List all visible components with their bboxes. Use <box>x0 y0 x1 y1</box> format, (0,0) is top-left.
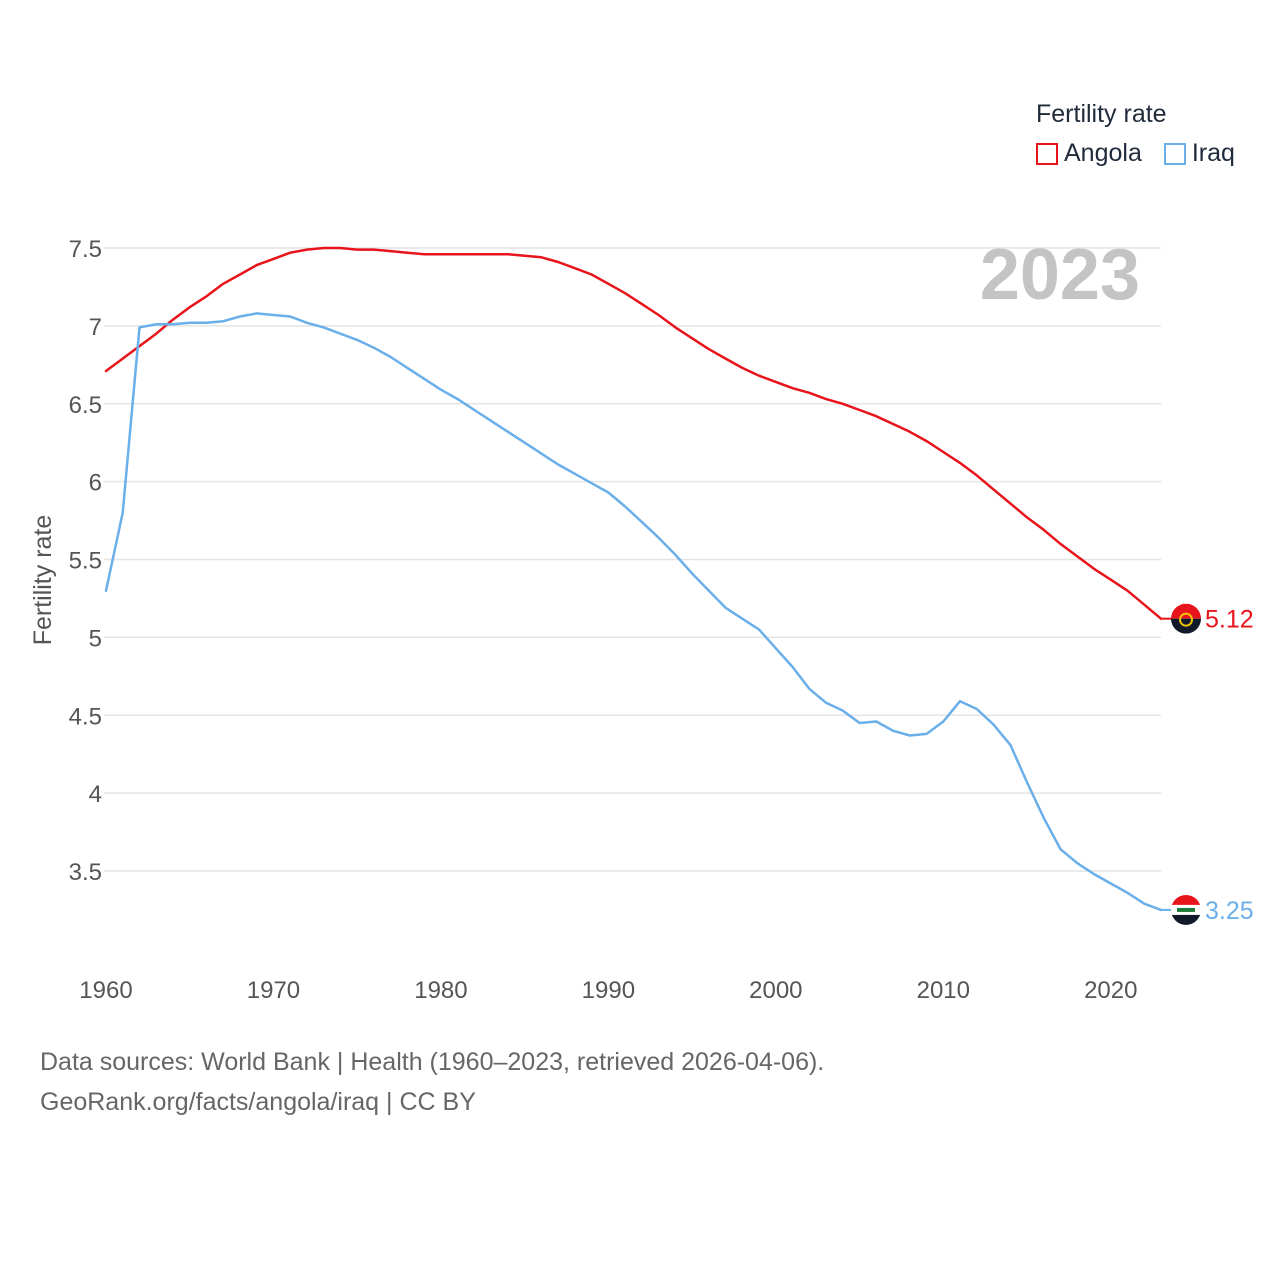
y-tick-label: 4 <box>89 781 102 808</box>
end-value-label-iraq: 3.25 <box>1205 897 1254 925</box>
x-tick-label: 1990 <box>582 977 635 1004</box>
grid-lines <box>104 247 1161 872</box>
legend-swatch-iraq <box>1163 142 1186 165</box>
source-text: Data sources: World Bank | Health (1960–… <box>40 1048 825 1076</box>
legend-label-iraq: Iraq <box>1191 139 1235 167</box>
x-tick-label: 2020 <box>1084 977 1137 1004</box>
angola-flag-icon <box>1171 603 1201 634</box>
y-tick-label: 5.5 <box>69 548 102 575</box>
iraq-flag-icon <box>1171 894 1201 925</box>
series-line-iraq <box>104 312 1163 912</box>
legend-item-angola[interactable]: Angola <box>1036 139 1142 168</box>
y-axis-label: Fertility rate <box>29 515 57 646</box>
y-tick-label: 4.5 <box>69 703 102 730</box>
x-tick-label: 1960 <box>79 977 132 1004</box>
legend-swatch-angola <box>1036 142 1058 165</box>
y-tick-label: 5 <box>89 625 102 652</box>
x-tick-label: 1970 <box>247 977 300 1004</box>
legend: Fertility rate Angola Iraq <box>1036 100 1235 168</box>
source-note: Data sources: World Bank | Health (1960–… <box>40 1042 824 1122</box>
y-tick-label: 7.5 <box>69 236 102 263</box>
legend-label-angola: Angola <box>1064 139 1142 167</box>
x-tick-label: 1980 <box>414 977 467 1004</box>
end-markers: 5.12 3.25 <box>1161 603 1254 925</box>
year-label: 2023 <box>980 235 1140 315</box>
legend-item-iraq[interactable]: Iraq <box>1163 139 1235 168</box>
series-lines <box>104 246 1163 912</box>
x-tick-label: 2000 <box>749 977 802 1004</box>
y-axis-ticks: 3.5 4 4.5 5 5.5 6 6.5 7 7.5 <box>69 236 102 886</box>
y-tick-label: 6.5 <box>69 392 102 419</box>
y-tick-label: 6 <box>89 470 102 497</box>
legend-title: Fertility rate <box>1036 100 1167 128</box>
series-line-angola <box>104 246 1163 620</box>
source-link[interactable]: GeoRank.org/facts/angola/iraq | CC BY <box>40 1088 476 1116</box>
y-tick-label: 7 <box>89 314 102 341</box>
y-tick-label: 3.5 <box>69 859 102 886</box>
end-value-label-angola: 5.12 <box>1205 606 1254 634</box>
x-tick-label: 2010 <box>917 977 970 1004</box>
line-chart: 3.5 4 4.5 5 5.5 6 6.5 7 7.5 1960 1970 1980 1990 2000… <box>29 235 1254 1004</box>
x-axis-ticks: 1960 1970 1980 1990 2000 2010 2020 <box>79 977 1137 1004</box>
